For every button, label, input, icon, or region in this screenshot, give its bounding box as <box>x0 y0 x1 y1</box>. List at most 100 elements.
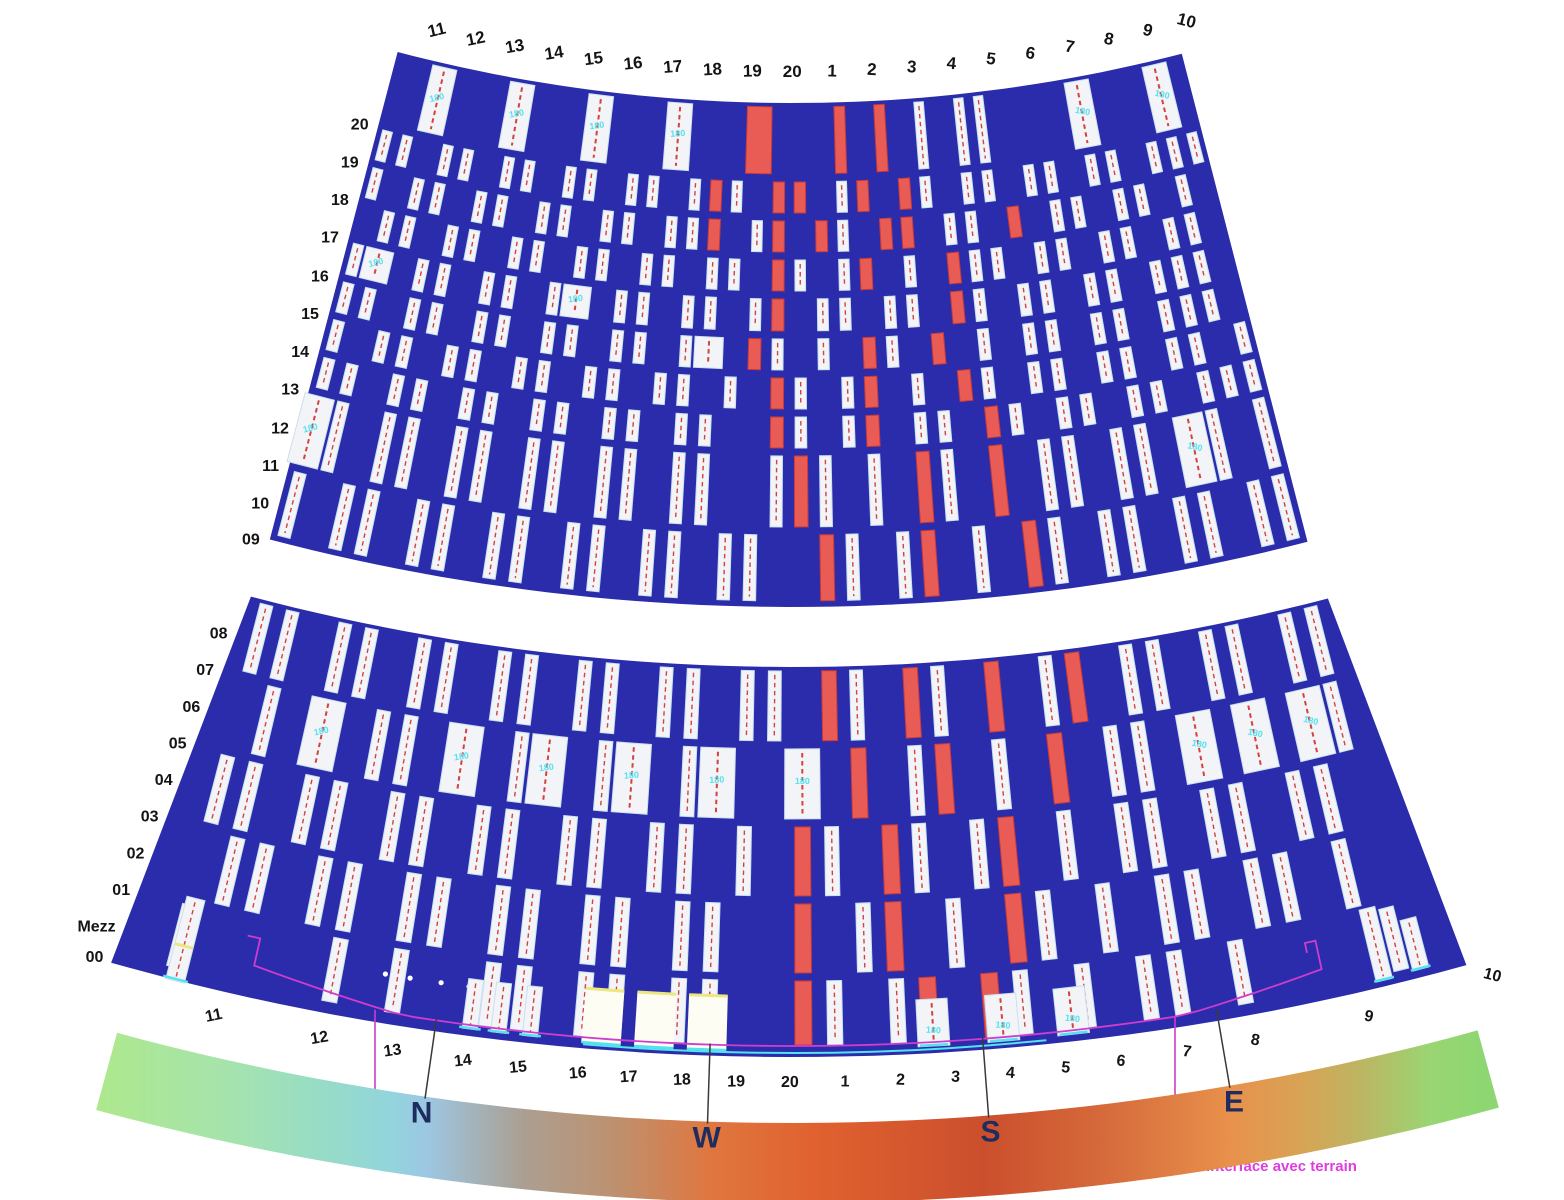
floor-label: 03 <box>141 809 159 826</box>
panel-axis-dashline <box>1039 246 1044 270</box>
panel-axis-dashline <box>1193 337 1201 361</box>
panel-axis-dashline <box>1109 730 1120 792</box>
panel-axis-dashline <box>411 504 424 562</box>
panel-axis-dashline <box>495 655 506 717</box>
facade-panel-red <box>930 332 947 366</box>
door-top-line <box>689 993 728 998</box>
panel-axis-dashline <box>1386 911 1402 967</box>
marker-dot <box>407 975 413 981</box>
panel-axis-dashline <box>1014 407 1019 431</box>
panel-axis-dashline <box>913 749 919 812</box>
panel-axis-dashline <box>997 743 1005 806</box>
facade-panel-red <box>983 405 1002 439</box>
facade-panel <box>716 533 733 601</box>
facade-panel <box>579 894 601 966</box>
panel-axis-dashline <box>488 516 499 575</box>
panel-axis-dashline <box>1252 484 1268 542</box>
facade-panel-red <box>934 742 956 815</box>
panel-axis-dashline <box>474 435 487 498</box>
panel-axis-dashline <box>626 216 631 240</box>
panel-axis-dashline <box>824 459 828 523</box>
panel-axis-dashline <box>1161 878 1173 940</box>
facade-panel-red <box>897 177 913 211</box>
panel-axis-dashline <box>614 334 619 358</box>
floor-label: 15 <box>301 306 319 323</box>
facade-panel <box>1224 623 1253 696</box>
panel-axis-dashline <box>240 766 256 827</box>
panel-dim-label: 180 <box>589 120 605 132</box>
panel-axis-dashline <box>833 984 836 1041</box>
panel-axis-dashline <box>1110 154 1117 178</box>
panel-axis-dashline <box>1250 863 1264 924</box>
panel-dim-label: 180 <box>313 725 330 738</box>
panel-axis-dashline <box>1061 401 1067 425</box>
facade-panel <box>1133 422 1159 496</box>
panel-axis-dashline <box>1189 217 1197 241</box>
facade-panel <box>1303 604 1335 678</box>
panel-axis-dashline <box>606 667 614 730</box>
panel-axis-dashline <box>1185 299 1192 323</box>
panel-axis-dashline <box>377 335 385 359</box>
facade-panel <box>395 871 423 944</box>
panel-axis-dashline <box>512 241 518 265</box>
facade-panel-red <box>856 179 870 213</box>
floor-label: 01 <box>112 882 130 899</box>
facade-panel-red <box>850 747 869 819</box>
panel-axis-dashline <box>504 161 510 185</box>
facade-panel <box>496 808 521 880</box>
panel-axis-dashline <box>258 690 275 752</box>
panel-axis-dashline <box>559 406 564 430</box>
panel-axis-dashline <box>376 416 391 479</box>
panel-axis-dashline <box>1102 355 1108 379</box>
panel-axis-dashline <box>1151 146 1158 169</box>
facade-panel <box>683 667 701 740</box>
panel-axis-dashline <box>314 703 330 765</box>
panel-axis-dashline <box>312 861 326 922</box>
panel-axis-dashline <box>911 298 915 323</box>
panel-axis-dashline <box>1060 242 1066 266</box>
facade-panel <box>304 855 334 927</box>
panel-axis-dashline <box>391 953 403 1009</box>
column-label-top: 14 <box>543 42 565 64</box>
facade-panel <box>165 895 206 984</box>
panel-axis-dashline <box>918 827 923 889</box>
panel-base-cyan-tick <box>162 974 189 984</box>
panel-axis-dashline <box>392 378 399 402</box>
panel-axis-dashline <box>978 293 983 318</box>
panel-dim-label: 180 <box>1302 714 1319 727</box>
facade-panel <box>488 650 513 723</box>
panel-axis-dashline <box>433 187 441 211</box>
facade-panel <box>351 627 379 700</box>
facade-panel <box>913 101 930 170</box>
panel-axis-dashline <box>403 877 415 938</box>
facade-panel <box>971 525 992 594</box>
facade-panel <box>559 521 581 590</box>
column-label-top: 17 <box>663 57 683 77</box>
facade-panel <box>1204 407 1233 481</box>
column-label-top: 20 <box>783 62 802 81</box>
panel-axis-dashline <box>699 457 705 521</box>
panel-axis-dashline <box>607 412 611 436</box>
column-label-bottom: 16 <box>568 1064 587 1082</box>
panel-axis-dashline <box>476 195 483 219</box>
panel-axis-dashline <box>1235 787 1249 848</box>
column-label-top: 5 <box>985 49 997 69</box>
facade-panel <box>945 897 966 969</box>
panel-axis-dashline <box>1120 807 1131 868</box>
panel-axis-dashline <box>644 533 650 592</box>
facade-panel <box>443 425 469 499</box>
panel-axis-dashline <box>1124 648 1137 711</box>
panel-axis-dashline <box>599 450 608 514</box>
panel-axis-dashline <box>483 276 490 301</box>
facade-panel <box>1141 61 1183 134</box>
panel-axis-dashline <box>1176 260 1184 285</box>
panel-axis-dashline <box>617 901 624 963</box>
facade-panel-red <box>902 666 922 739</box>
panel-axis-dashline <box>1292 775 1307 836</box>
panel-axis-dashline <box>1168 222 1175 246</box>
panel-axis-dashline <box>429 71 445 130</box>
facade-panel <box>430 503 456 572</box>
column-label-top: 16 <box>623 53 644 74</box>
panel-axis-dashline <box>679 417 683 441</box>
